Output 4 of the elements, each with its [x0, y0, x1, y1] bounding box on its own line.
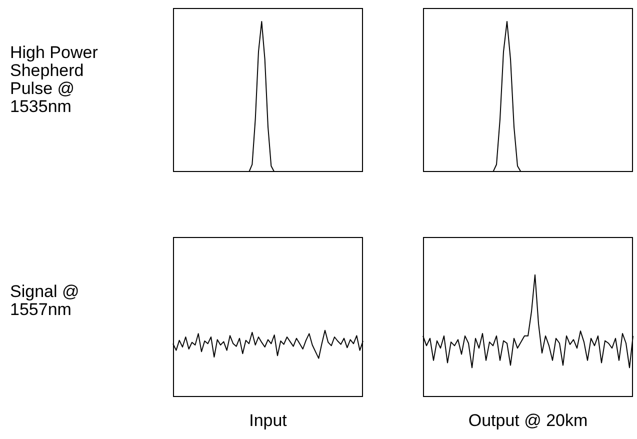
x-axis-title: Output @ 20km: [467, 411, 589, 431]
x-axis-title: Input: [248, 411, 288, 431]
y-axis-title: High Power Shepherd Pulse @ 1535nm: [10, 43, 99, 116]
y-axis-title: Signal @ 1557nm: [10, 282, 80, 319]
